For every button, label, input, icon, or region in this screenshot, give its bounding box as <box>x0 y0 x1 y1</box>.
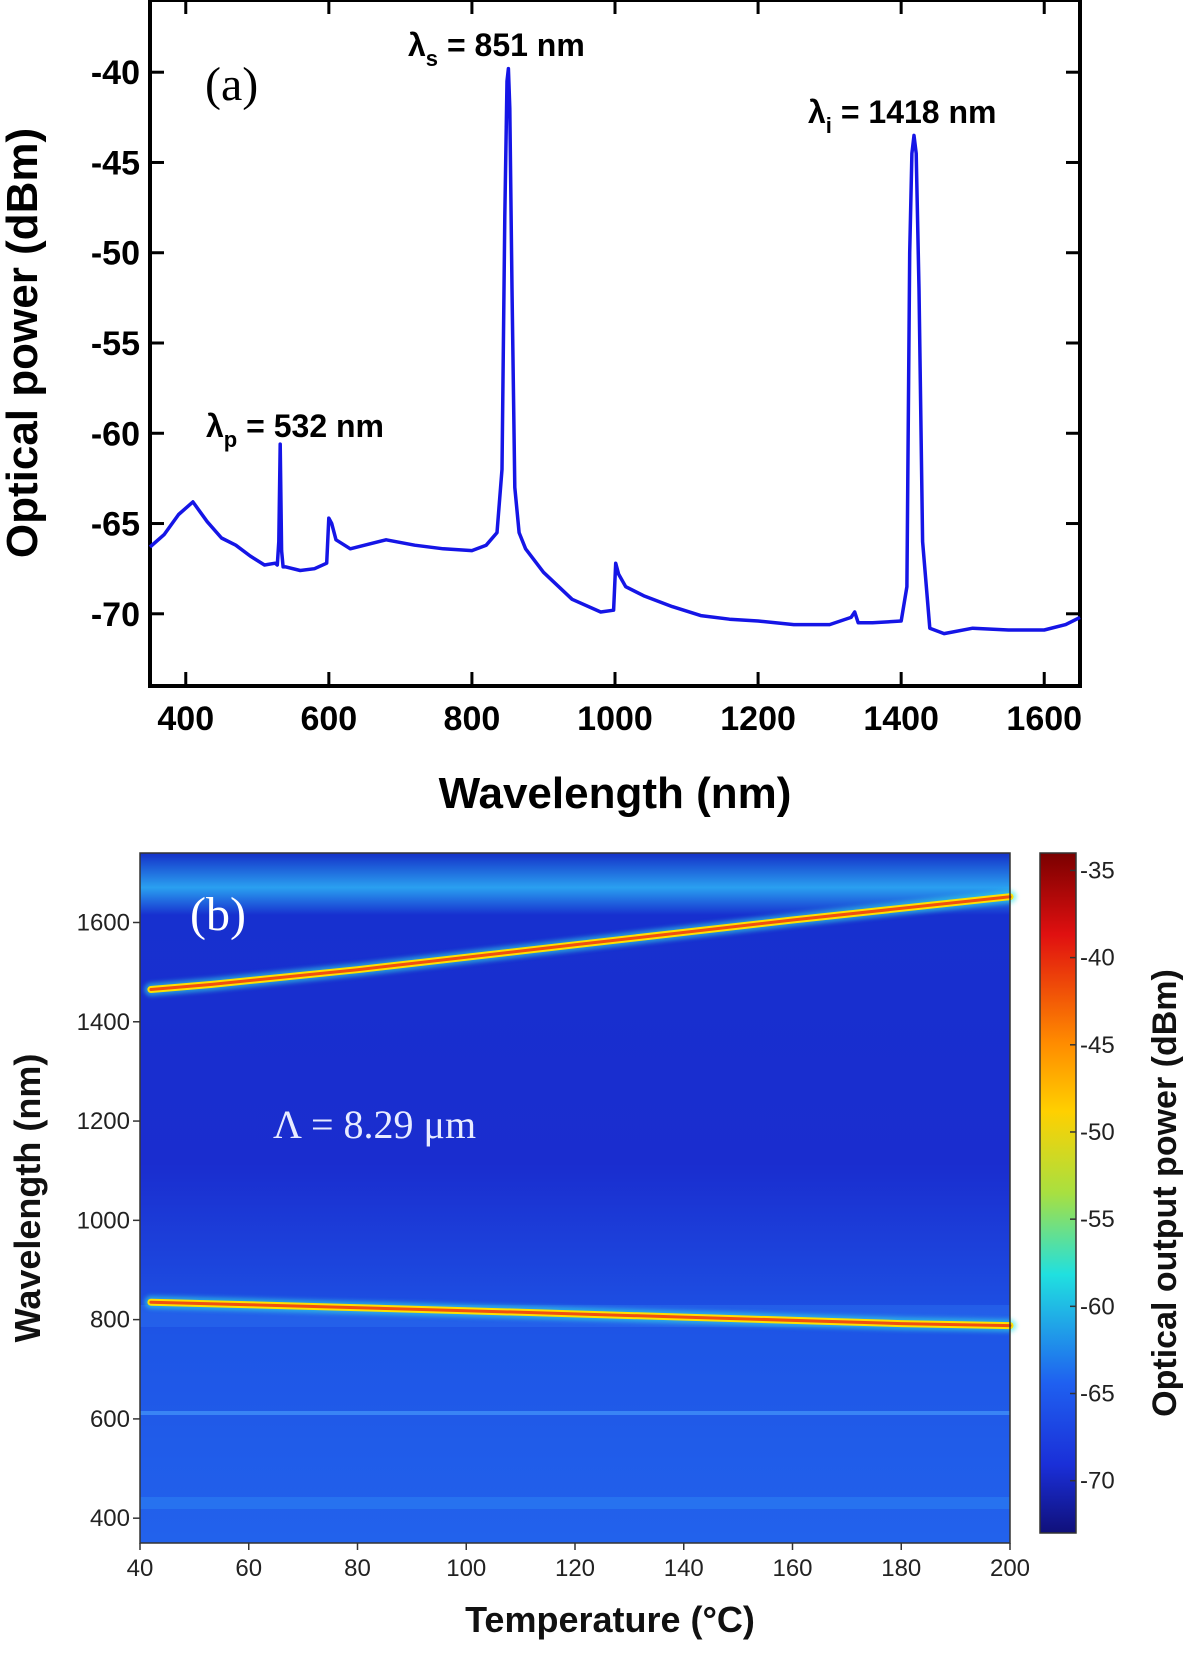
panel-b-x-tick-label-3: 100 <box>446 1555 486 1582</box>
colorbar-tick-label-0: -35 <box>1080 857 1115 884</box>
colorbar-tick-label-5: -60 <box>1080 1293 1115 1320</box>
panel-a-x-tick-label-2: 800 <box>444 700 501 738</box>
panel-a-y-tick-label-5: -65 <box>91 506 140 544</box>
idler-subscript: i <box>826 113 832 138</box>
panel-b-y-tick-label-1: 600 <box>90 1406 130 1433</box>
colorbar-tick-label-3: -50 <box>1080 1119 1115 1146</box>
idler-peak-label: λi = 1418 nm <box>808 94 996 138</box>
idler-value: = 1418 nm <box>832 94 997 130</box>
panel-a-x-tick-label-6: 1600 <box>1006 700 1082 738</box>
panel-b-y-tick-label-6: 1600 <box>77 909 130 936</box>
panel-b: 400 600 800 1000 1200 1400 1600 40 60 80 100 120 14… <box>7 852 1184 1640</box>
panel-a-y-tick-label-3: -55 <box>91 325 140 363</box>
pump-peak-label: λp = 532 nm <box>206 408 384 452</box>
panel-a-x-tick-label-3: 1000 <box>577 700 653 738</box>
panel-a-x-tick-label-0: 400 <box>157 700 214 738</box>
panel-a: -40 -45 -50 -55 -60 -65 -70 400 600 800 1000 1200 1… <box>0 0 1082 818</box>
heatmap-background <box>140 853 1010 1543</box>
panel-a-x-axis-label: Wavelength (nm) <box>439 769 792 818</box>
panel-b-y-tick-label-5: 1400 <box>77 1009 130 1036</box>
pump-value: = 532 nm <box>237 408 384 444</box>
colorbar-tick-label-4: -55 <box>1080 1206 1115 1233</box>
panel-a-y-tick-label-4: -60 <box>91 415 140 453</box>
panel-b-x-tick-label-5: 140 <box>664 1555 704 1582</box>
signal-peak-label: λs = 851 nm <box>408 27 585 71</box>
idler-curve-core <box>149 895 1012 991</box>
panel-a-x-tick-label-5: 1400 <box>863 700 939 738</box>
colorbar-tick-label-2: -45 <box>1080 1032 1115 1059</box>
panel-b-x-tick-label-0: 40 <box>127 1555 154 1582</box>
colorbar-label: Optical output power (dBm) <box>1146 969 1184 1417</box>
pump-lambda-symbol: λ <box>206 408 224 444</box>
panel-b-y-tick-label-3: 1000 <box>77 1207 130 1234</box>
idler-lambda-symbol: λ <box>808 94 826 130</box>
panel-b-y-tick-label-2: 800 <box>90 1307 130 1334</box>
panel-a-y-ticks: -40 -45 -50 -55 -60 -65 -70 <box>91 54 1080 634</box>
signal-curve-core <box>149 1300 1012 1328</box>
panel-b-x-tick-label-8: 200 <box>990 1555 1030 1582</box>
panel-b-y-tick-label-0: 400 <box>90 1505 130 1532</box>
panel-b-y-axis-label: Wavelength (nm) <box>7 1054 48 1343</box>
panel-b-x-ticks: 40 60 80 100 120 140 160 180 200 <box>127 1543 1030 1582</box>
heatmap-tuning-curves <box>144 890 1017 1333</box>
panel-b-label: (b) <box>190 888 246 941</box>
panel-b-x-tick-label-7: 180 <box>881 1555 921 1582</box>
colorbar <box>1039 852 1077 1534</box>
signal-lambda-symbol: λ <box>408 27 426 63</box>
panel-b-x-tick-label-6: 160 <box>772 1555 812 1582</box>
panel-a-y-tick-label-2: -50 <box>91 235 140 273</box>
panel-b-x-tick-label-1: 60 <box>235 1555 262 1582</box>
panel-b-y-ticks: 400 600 800 1000 1200 1400 1600 <box>77 909 140 1532</box>
spectrum-line <box>148 66 1081 636</box>
colorbar-tick-label-6: -65 <box>1080 1381 1115 1408</box>
panel-b-x-tick-label-2: 80 <box>344 1555 371 1582</box>
panel-a-x-ticks: 400 600 800 1000 1200 1400 1600 <box>157 0 1082 738</box>
panel-a-y-tick-label-0: -40 <box>91 54 140 92</box>
panel-a-x-tick-label-1: 600 <box>300 700 357 738</box>
panel-a-y-axis-label: Optical power (dBm) <box>0 128 47 558</box>
signal-subscript: s <box>426 46 438 71</box>
signal-value: = 851 nm <box>438 27 585 63</box>
period-annotation: Λ = 8.29 μm <box>273 1102 476 1147</box>
heatmap-band-600 <box>140 1411 1010 1415</box>
panel-b-y-tick-label-4: 1200 <box>77 1108 130 1135</box>
panel-a-y-tick-label-1: -45 <box>91 144 140 182</box>
colorbar-tick-label-7: -70 <box>1080 1468 1115 1495</box>
panel-b-x-axis-label: Temperature (°C) <box>465 1599 755 1640</box>
pump-subscript: p <box>224 427 237 452</box>
panel-a-x-tick-label-4: 1200 <box>720 700 796 738</box>
colorbar-ticks: -35 -40 -45 -50 -55 -60 -65 -70 <box>1070 857 1115 1495</box>
heatmap-band-440 <box>140 1497 1010 1509</box>
panel-a-y-tick-label-6: -70 <box>91 596 140 634</box>
panel-b-x-tick-label-4: 120 <box>555 1555 595 1582</box>
panel-a-label: (a) <box>205 58 258 111</box>
colorbar-tick-label-1: -40 <box>1080 945 1115 972</box>
